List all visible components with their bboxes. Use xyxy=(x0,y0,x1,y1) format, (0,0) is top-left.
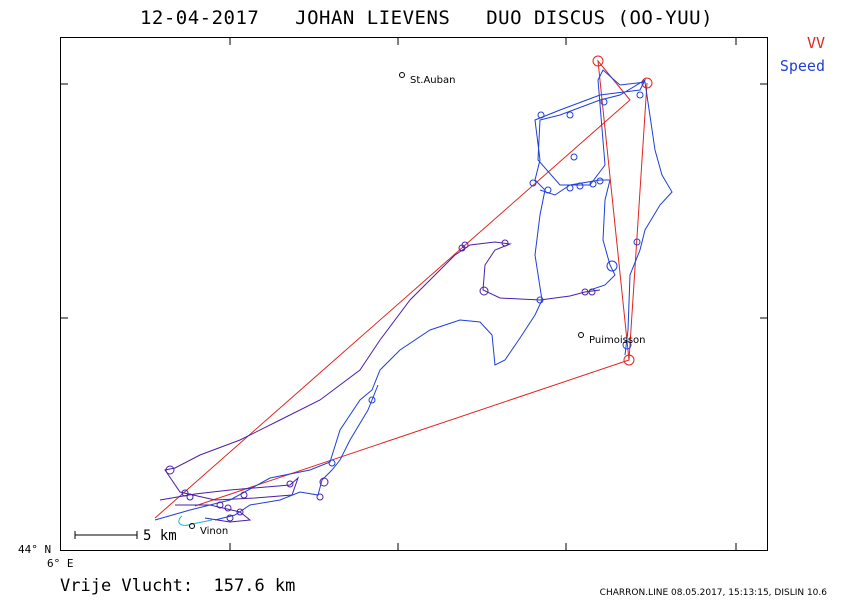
map-frame xyxy=(60,37,768,551)
place-marker xyxy=(399,72,405,78)
flight-date: 12-04-2017 xyxy=(139,7,260,29)
turnpoint-marker xyxy=(623,354,635,366)
place-marker xyxy=(578,332,584,338)
place-label: Vinon xyxy=(200,526,228,537)
legend-vv: VV xyxy=(806,34,825,52)
axis-ticks xyxy=(60,37,768,551)
turnpoint-marker xyxy=(592,55,604,67)
flight-track xyxy=(154,69,673,526)
place-label: Puimoisson xyxy=(589,335,645,346)
thermal-markers xyxy=(165,239,596,522)
place-marker xyxy=(189,523,195,529)
footer-info: CHARRON.LINE 08.05.2017, 15:13:15, DISLI… xyxy=(599,588,827,598)
thermal-markers-blue xyxy=(328,91,644,467)
legend-speed: Speed xyxy=(779,57,825,75)
flight-title: 12-04-2017 JOHAN LIEVENS DUO DISCUS (OO-… xyxy=(0,7,853,29)
distance-text: Vrije Vlucht: 157.6 km xyxy=(60,576,296,596)
longitude-label: 6° E xyxy=(47,557,74,570)
scale-label: 5 km xyxy=(143,528,177,544)
glider-name: DUO DISCUS (OO-YUU) xyxy=(486,7,714,29)
scale-bar xyxy=(74,531,138,539)
latitude-label: 44° N xyxy=(18,543,52,556)
place-label: St.Auban xyxy=(410,75,455,86)
turnpoint-marker xyxy=(641,77,653,89)
task-legs xyxy=(154,55,653,519)
pilot-name: JOHAN LIEVENS xyxy=(295,7,451,29)
